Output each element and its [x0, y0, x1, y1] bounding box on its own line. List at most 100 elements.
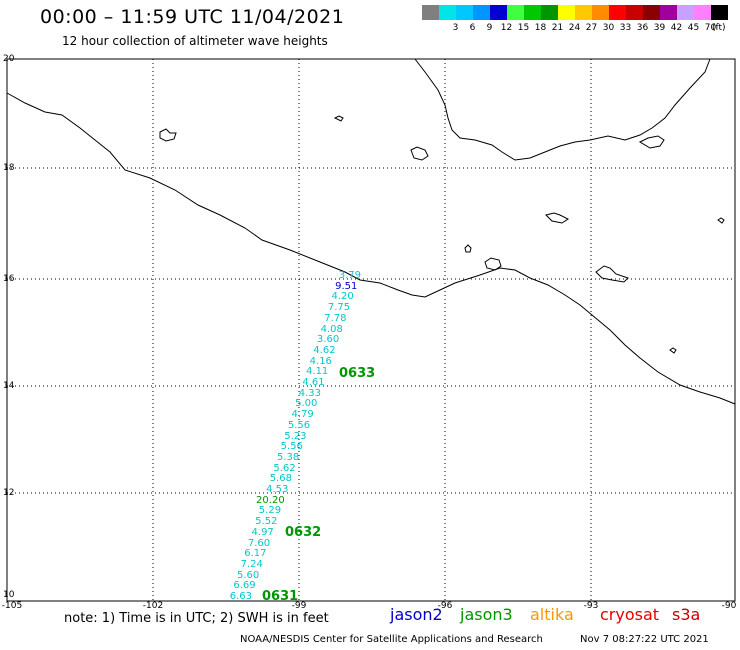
- island-b: [410, 146, 429, 161]
- wave-height-value: 9.51: [335, 280, 358, 292]
- lon-label: -96: [437, 601, 453, 611]
- satellite-legend-altika: altika: [530, 605, 574, 624]
- wave-height-value: 4.08: [320, 323, 343, 335]
- wave-height-value: 5.38: [276, 451, 300, 463]
- wave-height-value: 6.17: [244, 548, 267, 560]
- legend-label: 39: [653, 23, 666, 33]
- grid-lines: [7, 59, 735, 601]
- satellite-legend-s3a: s3a: [672, 605, 701, 624]
- wave-height-value: 5.56: [280, 441, 303, 453]
- legend-swatch: [626, 5, 643, 20]
- pass-time-label: 0631: [262, 589, 299, 604]
- legend-swatch: [592, 5, 609, 20]
- legend-swatch: [473, 5, 490, 20]
- wave-height-value: 7.60: [247, 537, 271, 549]
- legend-label: 18: [534, 23, 547, 33]
- legend-swatch: [558, 5, 575, 20]
- legend-swatch: [694, 5, 711, 20]
- legend-label: 3: [452, 23, 459, 33]
- wave-height-value: 5.23: [284, 430, 307, 442]
- island-i: [669, 347, 677, 354]
- pass-time-label: 0633: [339, 366, 376, 381]
- gulf-coast: [414, 58, 711, 161]
- pass-time-label: 0632: [285, 525, 322, 540]
- wave-height-value: 4.20: [331, 291, 354, 303]
- legend-swatch: [524, 5, 541, 20]
- wave-height-value: 5.62: [273, 462, 296, 474]
- legend-swatch: [643, 5, 660, 20]
- legend-label: 36: [636, 23, 649, 33]
- island-d: [595, 265, 629, 283]
- wave-height-value: 4.62: [313, 344, 336, 356]
- legend-unit: (ft): [712, 23, 726, 33]
- island-e: [484, 257, 502, 271]
- wave-height-value: 5.00: [295, 398, 318, 410]
- lat-label: 14: [3, 381, 15, 391]
- lon-label: -90: [721, 601, 737, 611]
- lon-label: -105: [1, 601, 23, 611]
- map-subtitle: 12 hour collection of altimeter wave hei…: [62, 34, 328, 48]
- coastline: [6, 58, 736, 405]
- generated-timestamp: Nov 7 08:27:22 UTC 2021: [580, 634, 709, 645]
- island-a: [159, 128, 177, 142]
- island-h: [464, 244, 472, 253]
- wave-height-value: 4.16: [309, 355, 332, 367]
- legend-label: 70: [704, 23, 717, 33]
- wave-height-value: 6.63: [229, 591, 252, 602]
- satellite-legend-jason3: jason3: [460, 605, 513, 624]
- island-j: [717, 217, 725, 224]
- wave-height-value: 5.60: [237, 569, 260, 581]
- legend-label: 33: [619, 23, 632, 33]
- satellite-legend-cryosat: cryosat: [600, 605, 660, 624]
- wave-height-value: 4.79: [291, 409, 314, 421]
- wave-height-value: 4.53: [266, 484, 289, 495]
- lat-label: 10: [3, 590, 15, 600]
- wave-height-value: 6.69: [233, 580, 256, 592]
- legend-label: 42: [670, 23, 683, 33]
- wave-height-value: 7.24: [240, 558, 263, 570]
- island-f: [638, 135, 665, 149]
- legend-label: 27: [585, 23, 598, 33]
- wave-height-value: 20.20: [256, 494, 285, 506]
- pacific-coast: [6, 92, 736, 405]
- island-g: [333, 115, 344, 122]
- lat-label: 18: [3, 163, 15, 173]
- footnote: note: 1) Time is in UTC; 2) SWH is in fe…: [64, 611, 329, 626]
- legend-swatch: [507, 5, 524, 20]
- legend-swatch: [660, 5, 677, 20]
- lon-label: -102: [142, 601, 164, 611]
- legend-label: 15: [517, 23, 530, 33]
- lat-label: 12: [3, 488, 15, 498]
- wave-height-value: 7.75: [327, 302, 351, 314]
- legend-swatch: [677, 5, 694, 20]
- wave-height-value: 3.60: [316, 334, 340, 346]
- legend-label: 6: [469, 23, 476, 33]
- legend-swatch: [711, 5, 728, 20]
- legend-label: 9: [486, 23, 493, 33]
- wave-height-value: 5.68: [269, 473, 292, 485]
- legend-swatch: [456, 5, 473, 20]
- legend-label: 45: [687, 23, 700, 33]
- wave-height-value: 7.78: [324, 312, 347, 324]
- wave-height-value: 5.29: [258, 505, 282, 517]
- legend-label: 24: [568, 23, 581, 33]
- wave-height-value: 5.56: [287, 419, 311, 431]
- legend-label: 21: [551, 23, 564, 33]
- wave-height-value: 4.33: [298, 387, 322, 399]
- lon-label: -93: [583, 601, 599, 611]
- wave-height-value: 4.97: [251, 526, 274, 538]
- lat-label: 20: [3, 54, 15, 64]
- wave-height-value: 3.79: [338, 270, 361, 281]
- wave-height-value: 5.52: [255, 516, 278, 528]
- satellite-legend-jason2: jason2: [390, 605, 443, 624]
- legend-swatch: [490, 5, 507, 20]
- legend-swatch: [439, 5, 456, 20]
- map-frame: [6, 58, 736, 602]
- legend-swatch: [422, 5, 439, 20]
- legend-swatch: [575, 5, 592, 20]
- lon-label: -99: [291, 601, 307, 611]
- credit-line: NOAA/NESDIS Center for Satellite Applica…: [240, 634, 543, 645]
- legend-swatch: [541, 5, 558, 20]
- legend-swatch: [609, 5, 626, 20]
